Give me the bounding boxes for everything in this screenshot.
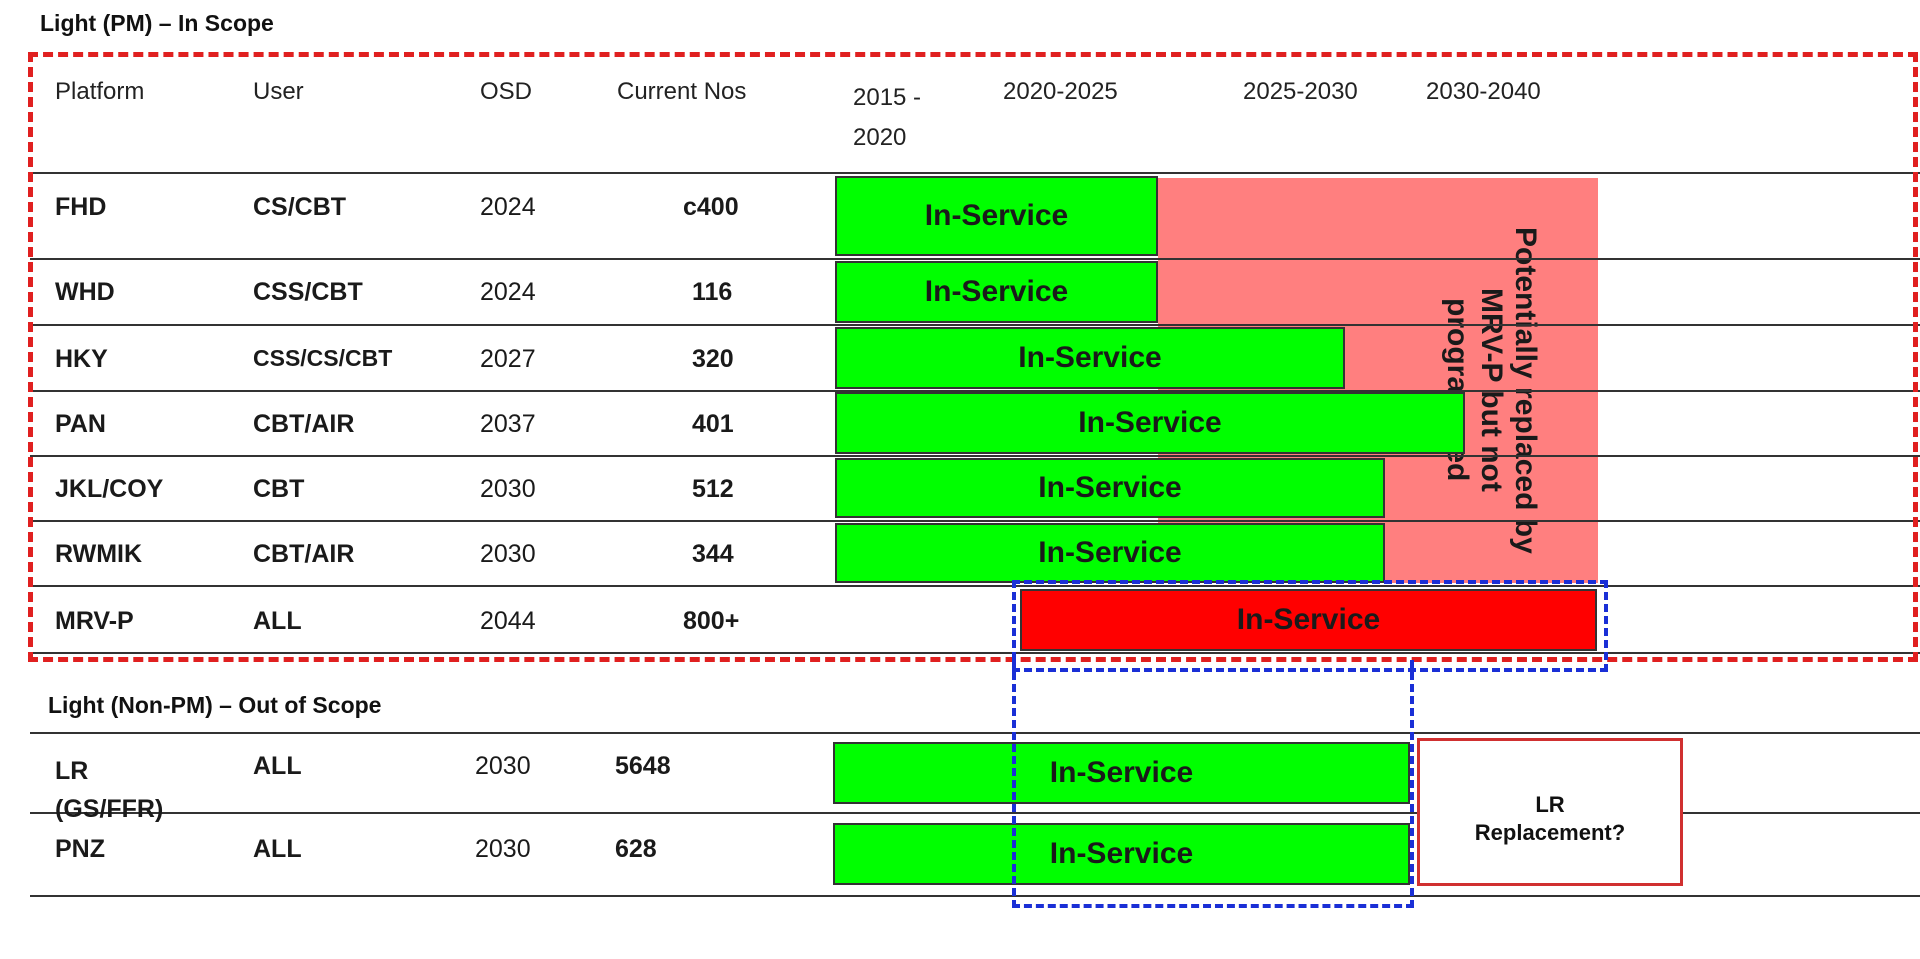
row-user: CBT/AIR: [253, 540, 355, 568]
focus-outline-bottom: [1012, 660, 1414, 908]
row-divider: [30, 732, 1920, 734]
row-divider: [30, 390, 1920, 392]
row-user: CS/CBT: [253, 193, 347, 221]
row-osd: 2044: [480, 607, 536, 635]
row-osd: 2030: [480, 475, 536, 503]
header-user: User: [253, 78, 304, 105]
row-platform: FHD: [55, 193, 107, 221]
row-divider: [30, 324, 1920, 326]
in-service-bar-lr: In-Service: [833, 742, 1410, 804]
header-current-nos: Current Nos: [617, 78, 747, 105]
row-platform: PAN: [55, 410, 106, 438]
row-divider: [30, 172, 1920, 174]
row-divider: [30, 812, 1920, 814]
row-platform: PNZ: [55, 835, 105, 863]
row-current-nos: c400: [683, 193, 739, 221]
in-service-bar-whd: In-Service: [835, 261, 1158, 323]
row-current-nos: 116: [692, 278, 733, 306]
lr-replacement-label: LR Replacement?: [1474, 792, 1626, 845]
in-service-bar-rwmik: In-Service: [835, 523, 1385, 583]
in-scope-frame: [28, 52, 1918, 662]
row-platform: LR (GS/FFR): [55, 757, 164, 823]
row-divider: [30, 652, 1920, 654]
row-osd: 2027: [480, 345, 536, 373]
row-divider: [30, 258, 1920, 260]
row-divider: [30, 895, 1920, 897]
row-osd: 2030: [475, 835, 531, 863]
lr-replacement-box: LR Replacement?: [1417, 738, 1683, 886]
row-osd: 2024: [480, 278, 536, 306]
row-user: ALL: [253, 607, 302, 635]
row-current-nos: 401: [692, 410, 734, 438]
row-user: ALL: [253, 835, 302, 863]
row-user: ALL: [253, 752, 302, 780]
in-service-bar-fhd: In-Service: [835, 176, 1158, 256]
header-osd: OSD: [480, 78, 533, 105]
row-user: CSS/CS/CBT: [253, 345, 393, 371]
row-divider: [30, 455, 1920, 457]
row-user: CBT/AIR: [253, 410, 355, 438]
row-current-nos: 5648: [615, 752, 671, 780]
row-platform: HKY: [55, 345, 108, 373]
row-divider: [30, 585, 1920, 587]
row-current-nos: 320: [692, 345, 734, 373]
header-period-2020-2025: 2020-2025: [1003, 78, 1118, 105]
in-service-bar-pnz: In-Service: [833, 823, 1410, 885]
row-divider: [30, 520, 1920, 522]
in-service-bar-pan: In-Service: [835, 392, 1465, 454]
row-osd: 2030: [475, 752, 531, 780]
row-user: CBT: [253, 475, 305, 503]
row-platform: RWMIK: [55, 540, 143, 568]
in-service-bar-jkl-coy: In-Service: [835, 458, 1385, 518]
row-osd: 2037: [480, 410, 536, 438]
row-user: CSS/CBT: [253, 278, 363, 306]
section-title-in-scope: Light (PM) – In Scope: [40, 10, 274, 36]
row-current-nos: 800+: [683, 607, 740, 635]
row-platform: MRV-P: [55, 607, 134, 635]
header-platform: Platform: [55, 78, 145, 105]
row-osd: 2030: [480, 540, 536, 568]
row-osd: 2024: [480, 193, 536, 221]
header-period-2015-2020: 2015 - 2020: [853, 84, 922, 151]
row-current-nos: 628: [615, 835, 657, 863]
row-platform: JKL/COY: [55, 475, 164, 503]
focus-outline-top: [1012, 580, 1608, 672]
section-title-out-of-scope: Light (Non-PM) – Out of Scope: [48, 692, 382, 718]
in-service-bar-mrv-p: In-Service: [1020, 589, 1597, 651]
in-service-bar-hky: In-Service: [835, 327, 1345, 389]
row-current-nos: 344: [692, 540, 734, 568]
row-current-nos: 512: [692, 475, 734, 503]
header-period-2025-2030: 2025-2030: [1243, 78, 1358, 105]
header-period-2030-2040: 2030-2040: [1426, 78, 1541, 105]
row-platform: WHD: [55, 278, 115, 306]
